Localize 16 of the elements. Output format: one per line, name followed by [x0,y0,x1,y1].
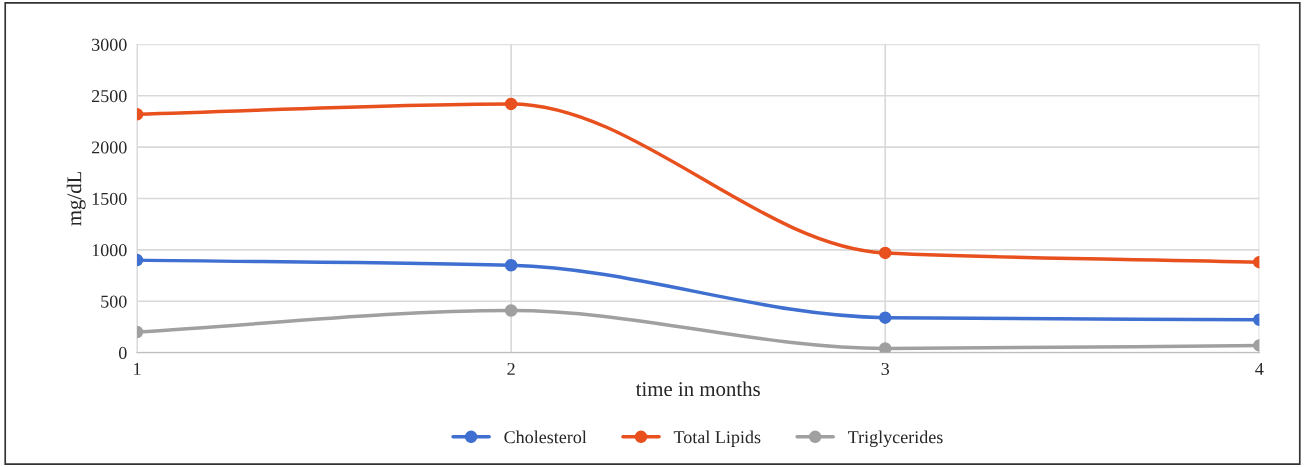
x-tick-label: 4 [1255,362,1264,375]
y-tick-label: 0 [118,346,127,360]
y-axis-title: mg/dL [66,171,86,226]
y-tick-label: 500 [101,295,127,308]
y-tick-label: 2000 [91,141,127,154]
x-tick-label: 1 [134,362,141,375]
x-axis-title: time in months [635,381,760,397]
legend-label: Triglycerides [848,430,943,448]
y-tick-label: 1000 [92,244,127,257]
x-tick-label: 3 [881,362,890,376]
x-tick-label: 2 [507,362,515,375]
y-tick-label: 3000 [92,38,127,51]
y-tick-label: 1500 [92,192,127,205]
legend-label: Cholesterol [504,430,587,444]
legend-label: Total Lipids [673,430,761,447]
y-tick-label: 2500 [91,89,127,103]
